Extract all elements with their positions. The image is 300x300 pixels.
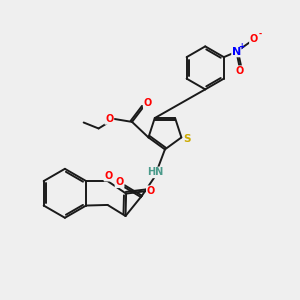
Text: O: O: [104, 171, 112, 181]
Text: O: O: [235, 66, 244, 76]
Text: HN: HN: [148, 167, 164, 177]
Text: -: -: [259, 30, 262, 39]
Text: N: N: [232, 47, 241, 57]
Text: O: O: [147, 186, 155, 196]
Text: +: +: [238, 42, 244, 51]
Text: O: O: [116, 177, 124, 187]
Text: O: O: [250, 34, 258, 44]
Text: O: O: [105, 114, 113, 124]
Text: O: O: [144, 98, 152, 108]
Text: S: S: [184, 134, 191, 144]
